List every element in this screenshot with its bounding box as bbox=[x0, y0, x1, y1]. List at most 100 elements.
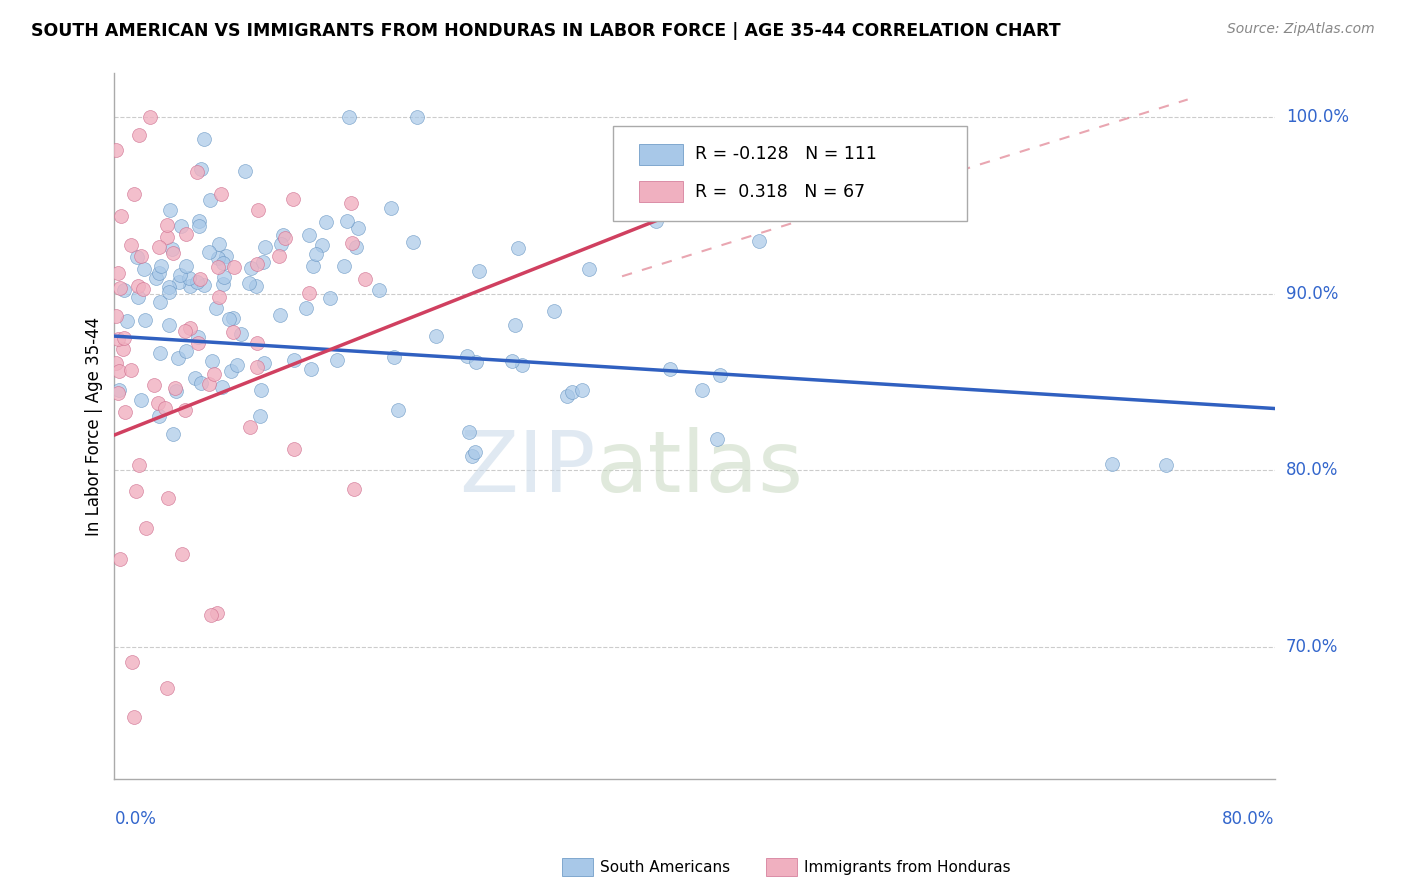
Point bbox=[299, 362, 322, 376]
Point bbox=[346, 221, 368, 235]
Bar bbox=[638, 144, 683, 165]
Point bbox=[129, 392, 152, 407]
Point bbox=[149, 346, 172, 360]
Point bbox=[205, 301, 228, 315]
Point bbox=[120, 363, 142, 377]
Point bbox=[561, 385, 583, 400]
Point bbox=[190, 161, 212, 176]
Point bbox=[112, 342, 135, 356]
Point bbox=[135, 521, 157, 535]
Point bbox=[179, 321, 201, 335]
Point bbox=[505, 318, 527, 333]
Point bbox=[174, 227, 197, 241]
Point bbox=[104, 356, 127, 370]
Point bbox=[692, 383, 714, 397]
Point bbox=[571, 383, 593, 397]
Point bbox=[114, 405, 136, 419]
Point bbox=[200, 608, 222, 623]
Point bbox=[254, 240, 277, 254]
Point bbox=[245, 279, 267, 293]
Point bbox=[336, 213, 359, 227]
Point bbox=[170, 219, 193, 233]
Text: Source: ZipAtlas.com: Source: ZipAtlas.com bbox=[1227, 22, 1375, 37]
Point bbox=[131, 249, 153, 263]
Point bbox=[211, 380, 233, 394]
Point bbox=[108, 383, 131, 397]
Point bbox=[186, 275, 208, 289]
Point bbox=[146, 396, 169, 410]
Point bbox=[121, 655, 143, 669]
Point bbox=[207, 252, 229, 266]
Text: 90.0%: 90.0% bbox=[1286, 285, 1339, 302]
Point bbox=[229, 327, 252, 342]
Bar bbox=[638, 181, 683, 202]
Point bbox=[198, 193, 221, 207]
Point bbox=[193, 132, 215, 146]
Point bbox=[464, 444, 486, 458]
Text: 0.0%: 0.0% bbox=[114, 810, 156, 828]
Point bbox=[150, 259, 173, 273]
Point bbox=[402, 235, 425, 249]
Point bbox=[311, 238, 333, 252]
Point bbox=[283, 442, 305, 456]
Point bbox=[107, 332, 129, 346]
Point bbox=[343, 482, 366, 496]
Point bbox=[162, 245, 184, 260]
Point bbox=[501, 354, 523, 368]
Point bbox=[169, 268, 191, 283]
Point bbox=[226, 358, 249, 372]
Point bbox=[353, 271, 375, 285]
Point bbox=[108, 281, 131, 295]
Point bbox=[543, 304, 565, 318]
Point bbox=[281, 192, 304, 206]
Point bbox=[187, 336, 209, 351]
Point bbox=[387, 402, 409, 417]
Point bbox=[465, 355, 488, 369]
Point bbox=[205, 606, 228, 620]
Point bbox=[458, 425, 481, 439]
Point bbox=[1154, 458, 1177, 472]
Point bbox=[221, 325, 243, 339]
Point bbox=[340, 196, 363, 211]
Point bbox=[143, 378, 166, 392]
Point bbox=[187, 213, 209, 227]
Point bbox=[157, 280, 180, 294]
Point bbox=[252, 255, 274, 269]
Text: 100.0%: 100.0% bbox=[1286, 108, 1348, 126]
Point bbox=[115, 314, 138, 328]
Point bbox=[156, 681, 179, 695]
Point bbox=[380, 201, 402, 215]
Point bbox=[184, 371, 207, 385]
Point bbox=[250, 383, 273, 397]
Point bbox=[747, 234, 769, 248]
Point bbox=[246, 256, 269, 270]
Point bbox=[122, 186, 145, 201]
FancyBboxPatch shape bbox=[613, 126, 967, 221]
Text: atlas: atlas bbox=[596, 427, 804, 510]
Point bbox=[187, 219, 209, 233]
Text: 70.0%: 70.0% bbox=[1286, 638, 1339, 656]
Point bbox=[134, 313, 156, 327]
Point bbox=[270, 237, 292, 252]
Point bbox=[212, 270, 235, 285]
Point bbox=[239, 261, 262, 276]
Point bbox=[337, 110, 360, 124]
Point bbox=[555, 389, 578, 403]
Point bbox=[108, 552, 131, 566]
Point bbox=[211, 256, 233, 270]
Point bbox=[186, 164, 208, 178]
Point bbox=[162, 427, 184, 442]
Point bbox=[208, 290, 231, 304]
Point bbox=[124, 484, 146, 499]
Point bbox=[344, 240, 367, 254]
Point bbox=[125, 250, 148, 264]
Point bbox=[193, 277, 215, 292]
Text: R = -0.128   N = 111: R = -0.128 N = 111 bbox=[695, 145, 876, 163]
Point bbox=[187, 330, 209, 344]
Point bbox=[212, 277, 235, 292]
Point bbox=[249, 409, 271, 424]
Text: 80.0%: 80.0% bbox=[1222, 810, 1275, 828]
Text: Immigrants from Honduras: Immigrants from Honduras bbox=[804, 860, 1011, 874]
Point bbox=[215, 249, 238, 263]
Point bbox=[127, 278, 149, 293]
